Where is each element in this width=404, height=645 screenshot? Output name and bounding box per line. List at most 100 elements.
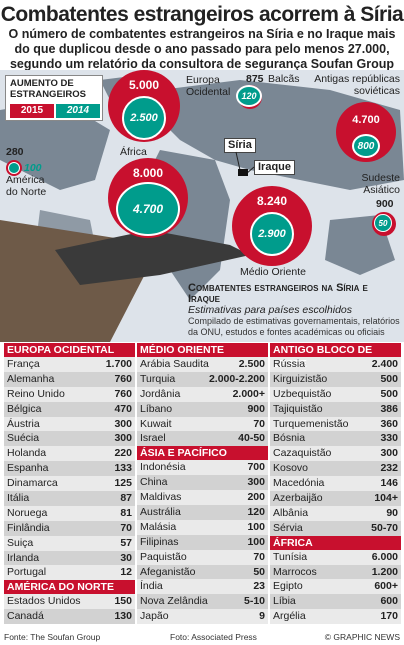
country-name: Israel <box>140 432 166 445</box>
fighter-count: 125 <box>114 477 132 490</box>
group-rows: Indonésia 700 China 300 Maldivas 200 Austrália… <box>137 460 268 625</box>
table-row: Alemanha 760 <box>4 371 135 387</box>
country-name: França <box>7 358 40 370</box>
table-row: Austrália 120 <box>137 505 268 520</box>
country-name: Nova Zelândia <box>140 595 208 608</box>
table-row: Cazaquistão 300 <box>270 446 401 462</box>
fighter-count: 2.500 <box>238 358 265 370</box>
fighter-count: 1.700 <box>105 358 132 370</box>
fighter-count: 133 <box>114 462 132 475</box>
country-name: Kuwait <box>140 417 172 430</box>
table-row: Egipto 600+ <box>270 579 401 595</box>
country-name: Finlândia <box>7 521 50 534</box>
country-name: Arábia Saudita <box>140 358 209 370</box>
bubble-inner-2014: 4.700 <box>116 182 180 236</box>
fighter-count: 9 <box>259 610 265 623</box>
table-column-middle: MÉDIO ORIENTE Arábia Saudita 2.500 Turquia 2… <box>137 343 268 625</box>
bubble-antigas-republicas: 4.700 800 <box>336 102 396 162</box>
fighter-count: 700 <box>247 461 265 474</box>
value-america-norte-2015: 280 <box>6 146 24 158</box>
legend-2014: 2014 <box>56 104 100 118</box>
fighter-count: 50-70 <box>371 521 398 534</box>
bubble-value-2015: 8.000 <box>132 166 164 180</box>
table-column-right: ANTIGO BLOCO DE LESTE Rússia 2.400 Kirguizi… <box>270 343 401 625</box>
country-name: Paquistão <box>140 550 187 563</box>
fighter-count: 120 <box>247 506 265 519</box>
table-row: Espanha 133 <box>4 461 135 477</box>
table-row: Noruega 81 <box>4 505 135 521</box>
table-row: Estados Unidos 150 <box>4 594 135 610</box>
table-row: Itália 87 <box>4 491 135 506</box>
bubble-inner-2014 <box>8 162 20 174</box>
fighter-count: 146 <box>380 477 398 490</box>
fighter-count: 760 <box>114 387 132 400</box>
country-name: Itália <box>7 492 30 505</box>
tag-siria: Síria <box>224 138 256 153</box>
country-name: Turquia <box>140 372 176 385</box>
table-row: Uzbequistão 500 <box>270 386 401 402</box>
fighter-count: 2.000-2.200 <box>208 372 265 385</box>
table-row: China 300 <box>137 475 268 491</box>
table-row: Marrocos 1.200 <box>270 564 401 580</box>
fighter-count: 100 <box>247 535 265 548</box>
group-rows: França 1.700 Alemanha 760 Reino Unido 760 Bélg… <box>4 357 135 581</box>
table-row: França 1.700 <box>4 357 135 372</box>
table-row: Azerbaijão 104+ <box>270 491 401 506</box>
table-row: Irlanda 30 <box>4 550 135 566</box>
group-header: AMÉRICA DO NORTE <box>4 580 135 595</box>
group-rows: Estados Unidos 150 Canadá 130 <box>4 594 135 625</box>
fighter-count: 57 <box>120 536 132 549</box>
country-name: Bélgica <box>7 402 42 415</box>
fighter-count: 600 <box>380 595 398 608</box>
fighter-count: 30 <box>120 551 132 564</box>
table-row: Kuwait 70 <box>137 416 268 432</box>
country-name: Malásia <box>140 520 177 533</box>
table-row: Japão 9 <box>137 609 268 625</box>
table-row: Finlândia 70 <box>4 520 135 536</box>
country-name: Maldivas <box>140 491 182 504</box>
table-row: Kosovo 232 <box>270 461 401 477</box>
table-row: Dinamarca 125 <box>4 476 135 492</box>
footer-credit: © GRAPHIC NEWS <box>324 632 400 642</box>
country-name: Suiça <box>7 536 34 549</box>
bubble-value-2015: 4.700 <box>352 114 380 126</box>
table-row: Tajiquistão 386 <box>270 401 401 417</box>
country-name: Áustria <box>7 417 40 430</box>
fighter-count: 1.200 <box>371 565 398 578</box>
fighter-count: 70 <box>120 521 132 534</box>
country-name: Uzbequistão <box>273 387 332 400</box>
label-sudeste-asiatico: Sudeste Asiático <box>361 172 400 196</box>
table-row: Filipinas 100 <box>137 534 268 550</box>
country-name: Marrocos <box>273 565 317 578</box>
bubble-value-2015: 5.000 <box>128 78 160 92</box>
fighter-count: 23 <box>253 580 265 593</box>
bubble-europa-ocidental: 5.000 2.500 <box>108 70 180 142</box>
country-name: Índia <box>140 580 163 593</box>
table-row: Holanda 220 <box>4 446 135 462</box>
fighter-count: 50 <box>253 565 265 578</box>
group-header: EUROPA OCIDENTAL <box>4 343 135 357</box>
label-africa: África <box>120 146 147 158</box>
table-row: Áustria 300 <box>4 416 135 432</box>
table-row: Índia 23 <box>137 579 268 595</box>
table-row: Jordânia 2.000+ <box>137 386 268 402</box>
label-medio-oriente: Médio Oriente <box>240 266 306 278</box>
fighter-count: 232 <box>380 462 398 475</box>
country-name: Líbia <box>273 595 296 608</box>
fighter-count: 760 <box>114 372 132 385</box>
fighter-count: 600+ <box>374 580 398 593</box>
label-america-norte: América do Norte <box>6 174 47 198</box>
country-name: Indonésia <box>140 461 186 474</box>
table-row: Maldivas 200 <box>137 490 268 506</box>
table-title: Combatentes estrangeiros na Síria e Iraq… <box>188 282 368 305</box>
footer-source: Fonte: The Soufan Group <box>4 632 101 642</box>
bubble-inner-2014: 120 <box>236 85 262 107</box>
label-europa-ocidental: Europa Ocidental <box>186 74 231 98</box>
bubble-inner-2014: 800 <box>352 134 380 158</box>
value-balcas-2015: 875 <box>246 73 264 85</box>
footer-photo: Foto: Associated Press <box>170 632 257 642</box>
value-sudeste-2015: 900 <box>376 198 394 210</box>
fighter-count: 360 <box>380 417 398 430</box>
country-name: Alemanha <box>7 372 55 385</box>
table-row: Afeganistão 50 <box>137 564 268 580</box>
